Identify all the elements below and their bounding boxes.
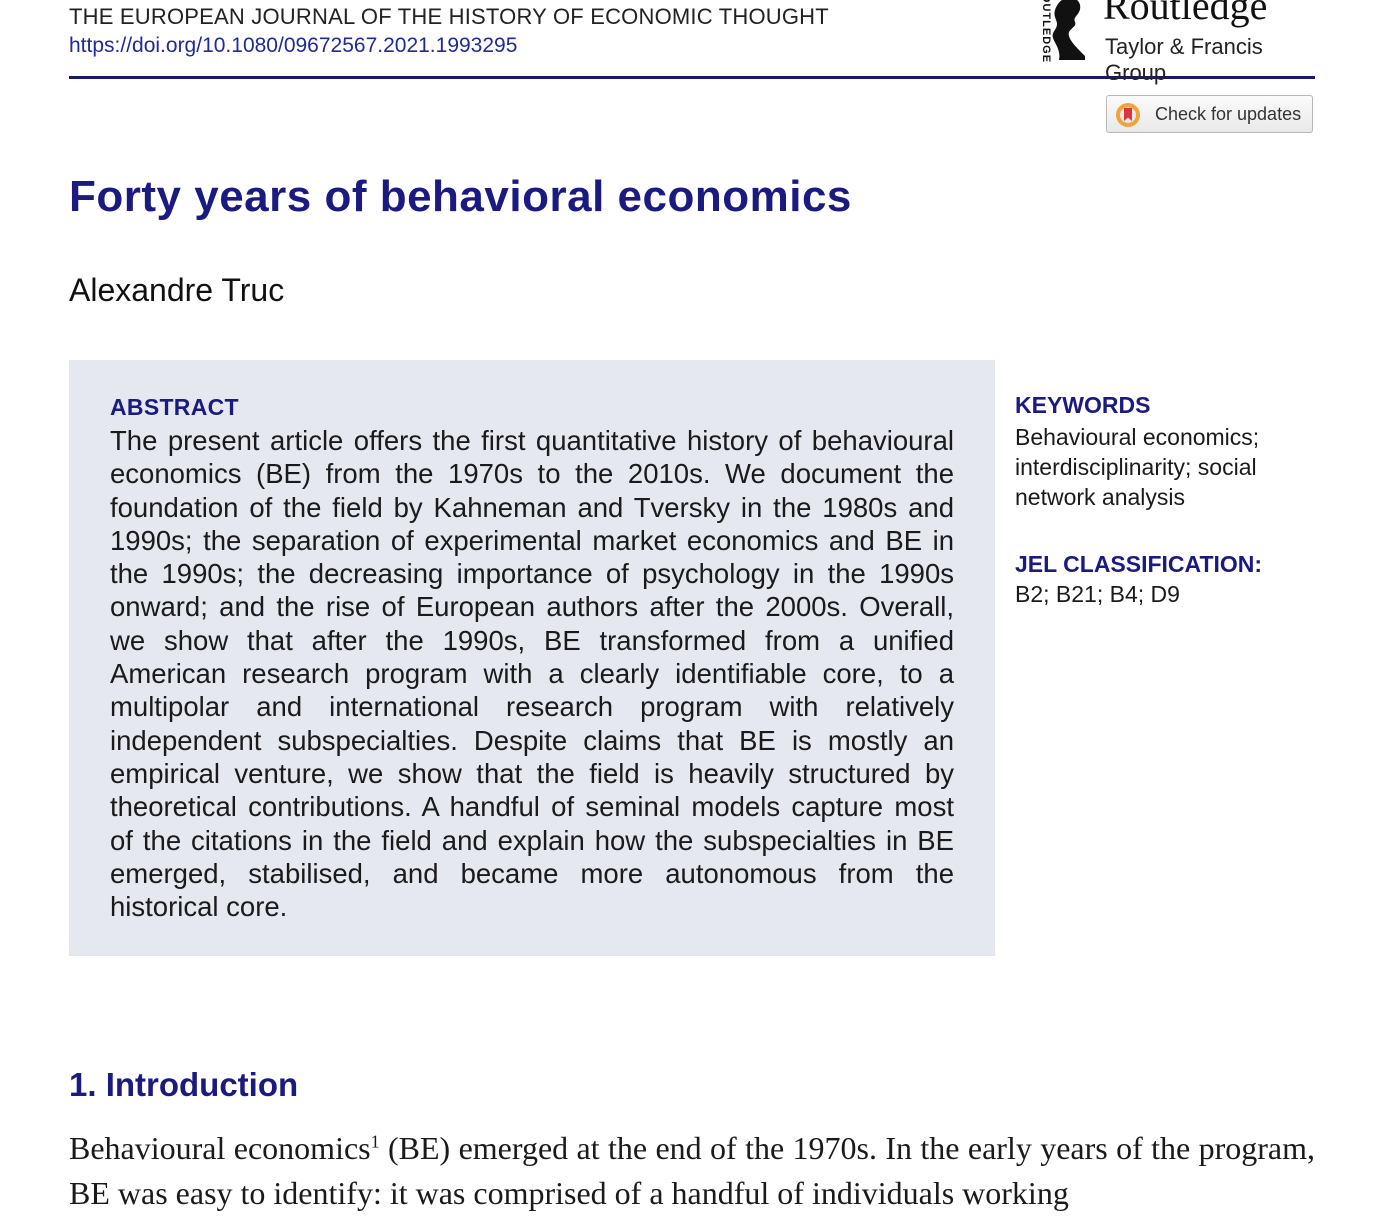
intro-text-start: Behavioural economics [69, 1130, 371, 1166]
article-title: Forty years of behavioral economics [69, 172, 852, 221]
abstract-panel [69, 360, 995, 956]
keywords-text: Behavioural economics; interdisciplinari… [1015, 424, 1260, 510]
abstract-text: The present article offers the first qua… [110, 425, 954, 923]
section-heading-introduction: 1. Introduction [69, 1066, 299, 1103]
abstract-heading: ABSTRACT [110, 394, 239, 420]
check-for-updates-button[interactable]: Check for updates [1106, 95, 1313, 133]
header-rule [69, 76, 1315, 79]
publisher-name: Routledge [1103, 0, 1268, 28]
intro-text-rest: (BE) emerged at the end of the 1970s. In… [69, 1130, 1316, 1211]
publisher-logo: ROUTLEDGE Routledge Taylor & Francis Gro… [1025, 0, 1315, 85]
publisher-group: Taylor & Francis Group [1105, 34, 1263, 85]
footnote-marker[interactable]: 1 [370, 1131, 380, 1152]
publisher-vertical-label: ROUTLEDGE [1027, 0, 1052, 64]
keywords-heading: KEYWORDS [1015, 392, 1151, 418]
crossmark-icon [1116, 103, 1140, 127]
author-name: Alexandre Truc [69, 272, 285, 308]
journal-name: THE EUROPEAN JOURNAL OF THE HISTORY OF E… [69, 4, 829, 29]
routledge-head-icon [1052, 0, 1085, 60]
jel-codes: B2; B21; B4; D9 [1015, 581, 1180, 607]
check-for-updates-label: Check for updates [1155, 104, 1302, 124]
doi-link[interactable]: https://doi.org/10.1080/09672567.2021.19… [69, 34, 518, 57]
jel-heading: JEL CLASSIFICATION: [1015, 551, 1263, 577]
introduction-paragraph: Behavioural economics1 (BE) emerged at t… [69, 1126, 1315, 1216]
